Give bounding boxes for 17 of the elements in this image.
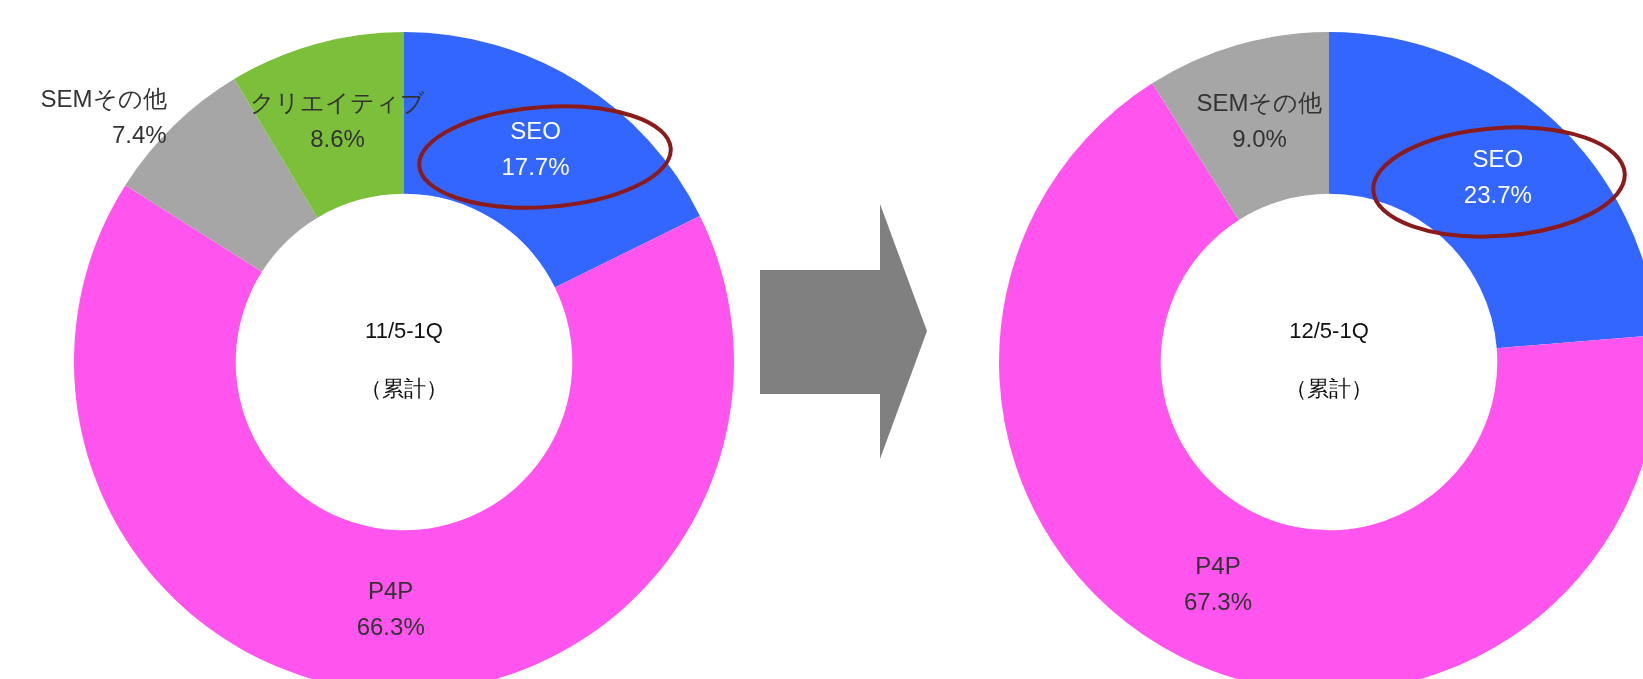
data-label: 66.3% (356, 613, 425, 641)
text: （累計） (1285, 376, 1373, 402)
text: 11/5-1Q (365, 318, 443, 344)
data-label: 9.0% (1232, 125, 1287, 153)
text: （累計） (360, 376, 448, 402)
data-label: 8.6% (310, 124, 365, 152)
slice-label: SEMその他 (40, 85, 167, 113)
data-label: 7.4% (111, 121, 167, 149)
data-label: 17.7% (501, 153, 570, 181)
slice-label: SEO (1472, 145, 1524, 173)
data-label: 23.7% (1463, 181, 1532, 209)
slice-label: P4P (1195, 551, 1241, 579)
slice-label: SEMその他 (1196, 89, 1323, 117)
data-label: 67.3% (1183, 587, 1253, 615)
slice-label: P4P (368, 577, 414, 605)
text: 12/5-1Q (1289, 318, 1369, 344)
slice-label: SEO (510, 117, 561, 145)
